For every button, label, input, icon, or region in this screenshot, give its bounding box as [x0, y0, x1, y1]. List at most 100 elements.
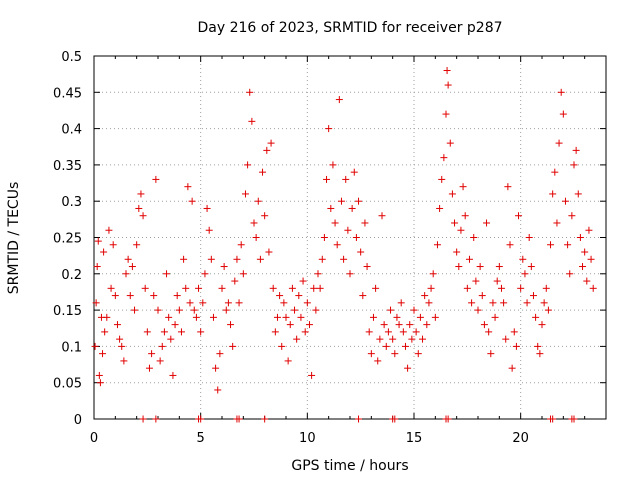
data-point — [158, 342, 166, 350]
data-point — [320, 234, 328, 241]
data-point — [171, 321, 179, 329]
data-point — [99, 350, 107, 358]
data-point — [197, 328, 205, 336]
data-point — [91, 342, 99, 350]
data-point — [331, 219, 339, 227]
data-point — [218, 284, 226, 292]
data-point — [163, 270, 171, 278]
data-point — [229, 342, 237, 350]
data-point — [444, 81, 452, 89]
data-point — [491, 313, 499, 321]
data-point — [534, 342, 542, 350]
data-point — [527, 263, 535, 271]
x-tick-label: 5 — [197, 431, 205, 446]
data-point — [512, 342, 520, 350]
data-point — [105, 226, 113, 234]
data-point — [224, 299, 232, 307]
data-point — [455, 263, 463, 271]
data-point — [440, 154, 448, 162]
data-point — [259, 168, 267, 176]
data-point — [291, 306, 299, 314]
data-point — [231, 277, 239, 285]
x-axis-label: GPS time / hours — [291, 458, 408, 474]
data-point — [555, 139, 563, 147]
data-point — [500, 299, 508, 307]
data-point — [549, 415, 557, 423]
data-point — [239, 270, 247, 278]
data-point — [399, 328, 407, 336]
data-point — [510, 328, 518, 336]
data-point — [93, 263, 101, 271]
data-point — [361, 219, 369, 227]
data-point — [393, 313, 401, 321]
data-point — [312, 306, 320, 314]
data-point — [209, 313, 217, 321]
data-point — [342, 175, 350, 183]
data-point — [118, 342, 126, 350]
data-point — [568, 212, 576, 220]
data-point — [314, 270, 322, 278]
data-point — [182, 284, 190, 292]
data-point — [438, 175, 446, 183]
data-point — [483, 219, 491, 227]
data-point — [154, 306, 162, 314]
data-point — [525, 234, 533, 241]
data-point — [199, 299, 207, 307]
data-point — [212, 364, 220, 372]
data-point — [359, 292, 367, 300]
y-tick-label: 0.45 — [53, 86, 82, 101]
data-point — [576, 234, 584, 241]
data-point — [376, 335, 384, 343]
tick-labels: 0 5 10 15 20 0 0.05 0.1 0.15 0.2 0.25 0.3 0.35 0.4 0.4… — [53, 50, 529, 446]
data-point — [235, 299, 243, 307]
data-point — [248, 117, 256, 125]
data-point — [378, 212, 386, 220]
data-point — [186, 299, 194, 307]
data-point — [519, 255, 527, 263]
data-point — [94, 237, 102, 245]
data-point — [551, 168, 559, 176]
data-point — [404, 364, 412, 372]
data-point — [536, 350, 544, 358]
y-axis-label: SRMTID / TECUs — [6, 182, 22, 295]
data-point — [305, 321, 313, 329]
data-point — [583, 277, 591, 285]
data-point — [188, 197, 196, 205]
data-point — [256, 255, 264, 263]
data-point — [506, 241, 514, 249]
data-point — [280, 299, 288, 307]
data-point — [197, 415, 205, 423]
data-point — [180, 255, 188, 263]
y-tick-label: 0.05 — [53, 377, 82, 392]
data-point — [425, 299, 433, 307]
data-point — [348, 204, 356, 212]
data-point — [448, 190, 456, 198]
data-point — [589, 284, 597, 292]
data-point — [350, 168, 358, 176]
data-point — [389, 335, 397, 343]
data-point — [113, 321, 121, 329]
data-point — [431, 313, 439, 321]
data-point — [487, 350, 495, 358]
data-point — [412, 328, 420, 336]
data-point — [529, 292, 537, 300]
data-point — [493, 277, 501, 285]
data-point — [436, 204, 444, 212]
data-point — [416, 313, 424, 321]
data-point — [406, 321, 414, 329]
data-point — [553, 219, 561, 227]
data-point — [523, 299, 531, 307]
data-point — [367, 350, 375, 358]
data-point — [446, 139, 454, 147]
data-point — [271, 328, 279, 336]
data-point — [474, 306, 482, 314]
data-point — [195, 284, 203, 292]
data-point — [463, 284, 471, 292]
data-point — [267, 139, 275, 147]
data-point — [103, 313, 111, 321]
y-tick-label: 0.3 — [61, 195, 82, 210]
data-point — [160, 328, 168, 336]
data-point — [201, 270, 209, 278]
data-point — [222, 306, 230, 314]
data-point — [116, 335, 124, 343]
